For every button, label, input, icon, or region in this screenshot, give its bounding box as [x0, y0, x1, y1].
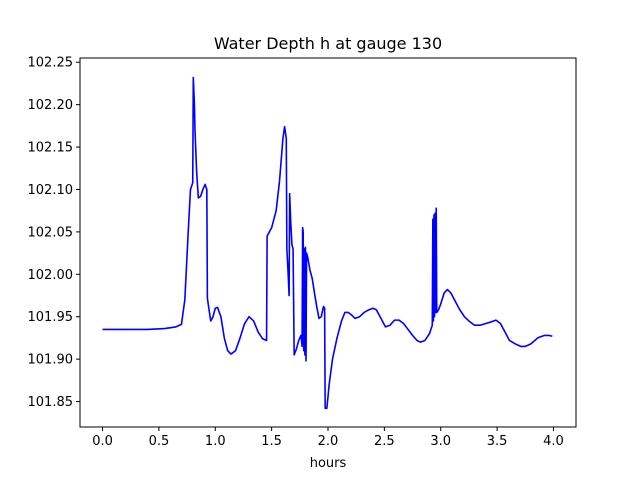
- y-tick-label: 102.00: [28, 268, 74, 283]
- y-tick-label: 101.85: [28, 395, 74, 410]
- x-tick-label: 2.5: [374, 434, 395, 449]
- chart-title: Water Depth h at gauge 130: [214, 34, 442, 53]
- y-tick-label: 102.05: [28, 225, 74, 240]
- x-tick-label: 3.0: [430, 434, 451, 449]
- x-tick-label: 0.0: [92, 434, 113, 449]
- x-tick-label: 3.5: [487, 434, 508, 449]
- x-tick-label: 2.0: [318, 434, 339, 449]
- y-tick-label: 101.90: [28, 353, 74, 368]
- y-tick-label: 102.20: [28, 98, 74, 113]
- x-tick-label: 0.5: [149, 434, 170, 449]
- x-tick-label: 1.0: [205, 434, 226, 449]
- x-axis-label: hours: [310, 456, 347, 471]
- y-tick-label: 102.25: [28, 56, 74, 71]
- x-tick-label: 4.0: [543, 434, 564, 449]
- x-tick-label: 1.5: [261, 434, 282, 449]
- series-line-0: [102, 76, 553, 410]
- y-tick-label: 101.95: [28, 310, 74, 325]
- y-tick-label: 102.15: [28, 141, 74, 156]
- plot-area: 0.0 0.5 1.0 1.5 2.0 2.5 3.0 3.5 4.0 101.85 101.90 1…: [28, 56, 577, 449]
- y-tick-label: 102.10: [28, 183, 74, 198]
